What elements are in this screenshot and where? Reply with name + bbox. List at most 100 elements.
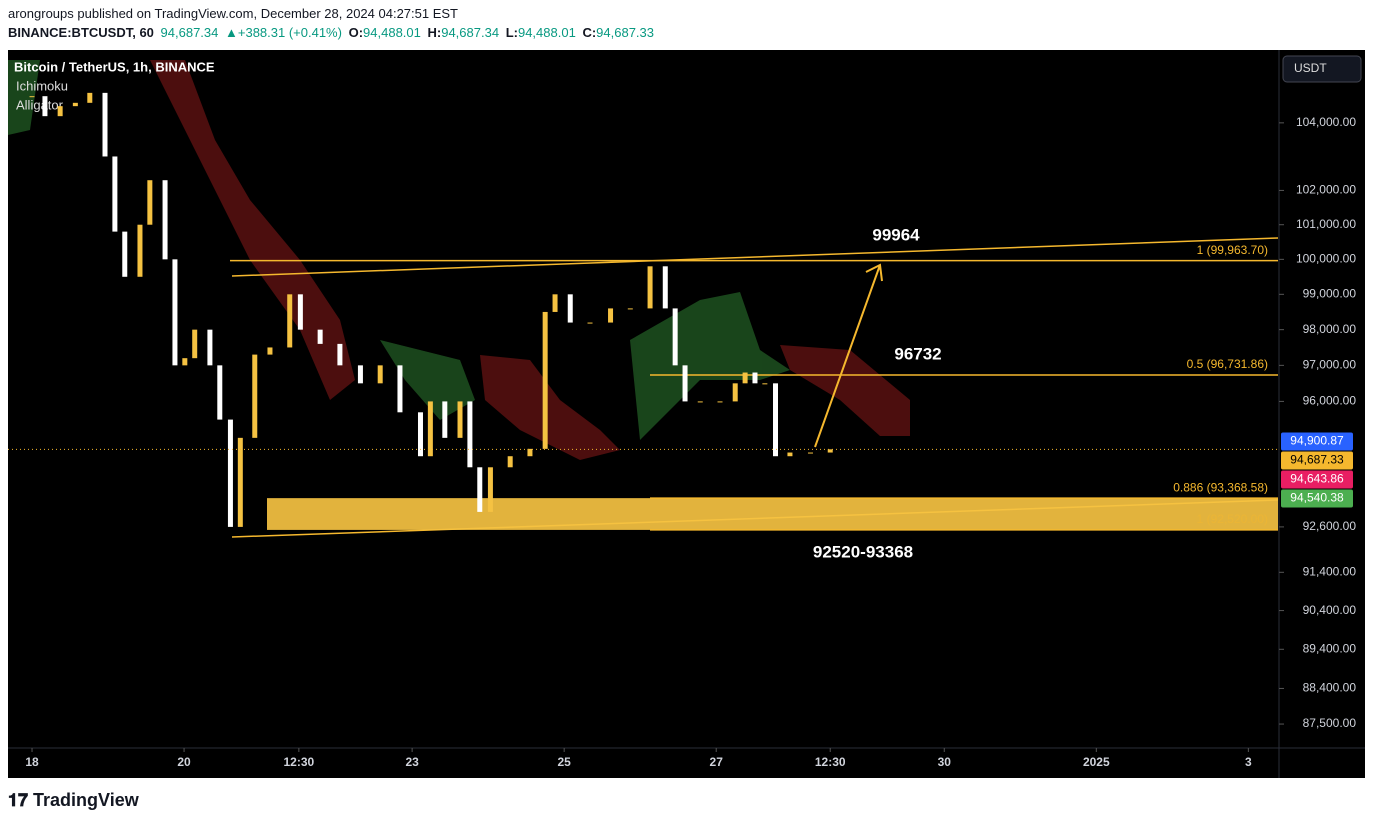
price-tag-label: 94,687.33 bbox=[1290, 453, 1344, 467]
support-zone bbox=[267, 498, 1278, 530]
price-tag bbox=[1281, 432, 1353, 451]
ohlc-bar: BINANCE:BTCUSDT, 60 94,687.34 ▲+388.31 (… bbox=[8, 25, 657, 40]
candle bbox=[527, 448, 533, 457]
x-tick-label: 20 bbox=[177, 755, 191, 769]
y-tick-label: 89,400.00 bbox=[1303, 641, 1357, 655]
candle bbox=[72, 102, 78, 107]
label: L: bbox=[505, 25, 518, 40]
candle bbox=[337, 343, 343, 366]
brand: TradingView bbox=[33, 790, 139, 810]
x-tick-label: 18 bbox=[25, 755, 39, 769]
candle bbox=[87, 92, 93, 103]
candle bbox=[752, 372, 758, 384]
candle bbox=[147, 180, 153, 225]
candle bbox=[252, 354, 258, 438]
candle bbox=[477, 467, 483, 512]
y-tick-label: 90,400.00 bbox=[1303, 603, 1357, 617]
legend-item: Alligator bbox=[16, 97, 64, 112]
fib-label: 0.886 (93,368.58) bbox=[1173, 480, 1268, 494]
candle bbox=[457, 401, 463, 438]
symbol: BINANCE:BTCUSDT, 60 bbox=[8, 25, 154, 40]
candle bbox=[467, 401, 473, 468]
candle bbox=[182, 358, 188, 366]
candle bbox=[237, 437, 243, 527]
price-tag bbox=[1281, 470, 1353, 489]
fib-label: 1 (99,963.70) bbox=[1197, 243, 1268, 257]
publisher: arongroups published on TradingView.com,… bbox=[8, 6, 458, 21]
candle bbox=[627, 308, 633, 310]
candle bbox=[317, 329, 323, 344]
price-tag bbox=[1281, 489, 1353, 508]
fib-label: 1 (92,520.00) bbox=[1197, 512, 1268, 526]
candle bbox=[672, 308, 678, 366]
candle bbox=[112, 156, 118, 232]
candle bbox=[487, 467, 493, 512]
candle bbox=[57, 106, 63, 117]
candle bbox=[608, 308, 614, 323]
x-tick-label: 23 bbox=[405, 755, 419, 769]
y-tick-label: 92,600.00 bbox=[1303, 519, 1357, 533]
candle bbox=[29, 96, 35, 98]
price-tag-label: 94,540.38 bbox=[1290, 491, 1344, 505]
y-tick-label: 104,000.00 bbox=[1296, 115, 1356, 129]
legend-item: Ichimoku bbox=[16, 78, 68, 93]
candle bbox=[552, 294, 558, 312]
price: 94,687.34 bbox=[160, 25, 219, 40]
candle bbox=[507, 456, 513, 468]
candle bbox=[717, 401, 723, 403]
candle bbox=[172, 259, 178, 366]
y-tick-label: 87,500.00 bbox=[1303, 716, 1357, 730]
candle bbox=[217, 365, 223, 420]
price-tag bbox=[1281, 451, 1353, 470]
candle bbox=[102, 92, 108, 157]
candle bbox=[162, 180, 168, 260]
candle bbox=[567, 294, 573, 323]
annotation: 99964 bbox=[872, 225, 920, 244]
candle bbox=[207, 329, 213, 366]
change: ▲+388.31 (+0.41%) bbox=[225, 25, 342, 40]
annotation: 92520-93368 bbox=[813, 542, 913, 561]
fib-label: 0.5 (96,731.86) bbox=[1187, 357, 1268, 371]
candle bbox=[137, 224, 143, 277]
candle bbox=[662, 266, 668, 309]
y-tick-label: 99,000.00 bbox=[1303, 286, 1357, 300]
currency[interactable]: USDT bbox=[1294, 61, 1327, 75]
candle bbox=[42, 96, 48, 117]
y-tick-label: 100,000.00 bbox=[1296, 252, 1356, 266]
chart: Bitcoin / TetherUS, 1h, BINANCE Ichimoku… bbox=[8, 50, 1365, 778]
candle bbox=[697, 401, 703, 403]
x-tick-label: 3 bbox=[1245, 755, 1252, 769]
candle bbox=[787, 452, 793, 457]
candle bbox=[827, 449, 833, 453]
annotation: 96732 bbox=[894, 344, 941, 363]
value: 94,488.01 bbox=[363, 25, 421, 40]
x-tick-label: 12:30 bbox=[815, 755, 846, 769]
currency-button[interactable] bbox=[1282, 55, 1362, 83]
candle bbox=[427, 401, 433, 457]
value: 94,488.01 bbox=[517, 25, 576, 40]
candle bbox=[762, 383, 768, 385]
y-tick-label: 91,400.00 bbox=[1303, 564, 1357, 578]
label: H: bbox=[427, 25, 442, 40]
value: 94,687.34 bbox=[441, 25, 500, 40]
candle bbox=[442, 401, 448, 438]
label: C: bbox=[582, 25, 597, 40]
candle bbox=[647, 266, 653, 309]
y-tick-label: 96,000.00 bbox=[1303, 394, 1357, 408]
footer-logo: 𝟏𝟕 TradingView bbox=[8, 790, 139, 811]
candle bbox=[227, 419, 233, 527]
y-tick-label: 98,000.00 bbox=[1303, 322, 1357, 336]
x-tick-label: 27 bbox=[710, 755, 724, 769]
arrow-head bbox=[865, 263, 883, 282]
price-tag-label: 94,900.87 bbox=[1290, 434, 1344, 448]
x-tick-label: 12:30 bbox=[284, 755, 315, 769]
chart-bg bbox=[8, 50, 1365, 778]
trend-line bbox=[231, 237, 1279, 277]
candle bbox=[807, 452, 813, 454]
x-tick-label: 30 bbox=[938, 755, 952, 769]
candle bbox=[587, 322, 593, 324]
x-tick-label: 25 bbox=[557, 755, 571, 769]
candle bbox=[267, 347, 273, 355]
candle bbox=[357, 365, 363, 384]
